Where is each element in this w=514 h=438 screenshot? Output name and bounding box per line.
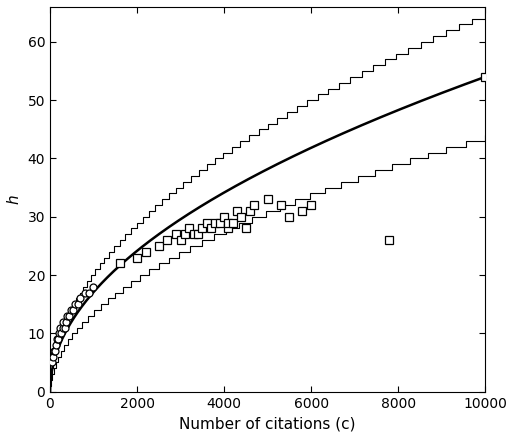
Y-axis label: h: h (7, 194, 22, 204)
X-axis label: Number of citations (c): Number of citations (c) (179, 416, 356, 431)
